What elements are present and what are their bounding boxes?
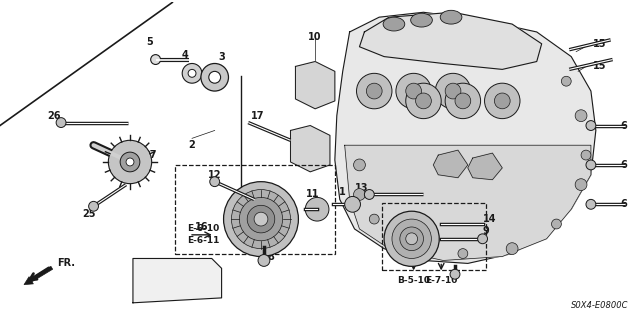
Circle shape xyxy=(258,254,270,266)
Circle shape xyxy=(586,199,596,209)
Circle shape xyxy=(415,93,431,109)
Text: 6: 6 xyxy=(620,160,627,170)
Text: 1: 1 xyxy=(339,188,346,197)
Polygon shape xyxy=(133,259,221,303)
Text: 12: 12 xyxy=(208,170,221,180)
Text: 4: 4 xyxy=(182,50,189,60)
Circle shape xyxy=(408,233,420,245)
Polygon shape xyxy=(360,12,541,69)
Bar xyxy=(175,165,335,253)
Text: 11: 11 xyxy=(307,189,320,199)
Circle shape xyxy=(575,179,587,190)
Circle shape xyxy=(586,121,596,131)
Circle shape xyxy=(561,76,572,86)
Circle shape xyxy=(494,93,510,109)
Polygon shape xyxy=(345,145,591,260)
Text: 6: 6 xyxy=(620,121,627,131)
Circle shape xyxy=(56,118,66,127)
Text: 15: 15 xyxy=(593,61,606,71)
Circle shape xyxy=(477,234,488,244)
Circle shape xyxy=(353,188,365,200)
Text: FR.: FR. xyxy=(57,259,75,268)
Circle shape xyxy=(150,55,161,64)
Text: 10: 10 xyxy=(294,150,307,160)
Circle shape xyxy=(353,159,365,171)
Text: E-7-10: E-7-10 xyxy=(425,276,458,285)
Circle shape xyxy=(247,205,275,233)
Text: E-6-11: E-6-11 xyxy=(187,236,220,245)
Circle shape xyxy=(586,160,596,170)
Polygon shape xyxy=(433,150,468,178)
Circle shape xyxy=(445,83,481,119)
Text: 25: 25 xyxy=(82,209,95,219)
Polygon shape xyxy=(291,125,330,172)
Ellipse shape xyxy=(411,13,433,27)
Circle shape xyxy=(406,233,417,245)
Polygon shape xyxy=(335,12,596,263)
Circle shape xyxy=(232,189,291,249)
Text: S0X4-E0800C: S0X4-E0800C xyxy=(572,301,628,310)
Text: 9: 9 xyxy=(483,226,490,236)
Circle shape xyxy=(575,110,587,122)
Circle shape xyxy=(392,219,431,259)
Circle shape xyxy=(458,249,468,259)
Circle shape xyxy=(210,177,220,187)
Circle shape xyxy=(369,214,379,224)
Polygon shape xyxy=(468,153,502,180)
Text: 10: 10 xyxy=(308,32,322,42)
Text: 15: 15 xyxy=(593,39,606,49)
Circle shape xyxy=(126,158,134,166)
Circle shape xyxy=(88,201,99,211)
Text: 5: 5 xyxy=(147,37,153,47)
Text: 6: 6 xyxy=(620,199,627,209)
Text: E-6-10: E-6-10 xyxy=(187,224,220,233)
Circle shape xyxy=(356,73,392,109)
Circle shape xyxy=(445,83,461,99)
Text: 8: 8 xyxy=(268,252,275,261)
Circle shape xyxy=(384,211,439,266)
Circle shape xyxy=(506,243,518,254)
Text: 27: 27 xyxy=(143,150,156,160)
Text: B-5-10: B-5-10 xyxy=(397,276,430,285)
Circle shape xyxy=(254,212,268,226)
Text: 13: 13 xyxy=(355,183,368,193)
Circle shape xyxy=(406,83,422,99)
Circle shape xyxy=(120,152,140,172)
Circle shape xyxy=(455,93,471,109)
Circle shape xyxy=(345,196,360,212)
Text: 7: 7 xyxy=(452,271,458,281)
Circle shape xyxy=(581,150,591,160)
Text: 3: 3 xyxy=(218,52,225,61)
Text: 2: 2 xyxy=(189,140,195,150)
Circle shape xyxy=(396,73,431,109)
Circle shape xyxy=(552,219,561,229)
Text: 14: 14 xyxy=(483,214,496,224)
Circle shape xyxy=(484,83,520,119)
Circle shape xyxy=(305,197,329,221)
Text: 16: 16 xyxy=(195,222,209,232)
Circle shape xyxy=(364,189,374,199)
Circle shape xyxy=(223,182,298,257)
Circle shape xyxy=(209,71,221,83)
Ellipse shape xyxy=(440,10,462,24)
Circle shape xyxy=(201,63,228,91)
Circle shape xyxy=(406,83,441,119)
Circle shape xyxy=(366,83,382,99)
Polygon shape xyxy=(296,61,335,109)
Circle shape xyxy=(108,140,152,184)
Circle shape xyxy=(450,269,460,279)
Text: 17: 17 xyxy=(252,111,265,121)
Circle shape xyxy=(400,227,424,251)
Circle shape xyxy=(435,73,471,109)
Text: VTEC: VTEC xyxy=(443,37,463,43)
Ellipse shape xyxy=(383,17,404,31)
Circle shape xyxy=(239,197,283,241)
Circle shape xyxy=(182,63,202,83)
Circle shape xyxy=(188,69,196,77)
Bar xyxy=(382,203,486,270)
Text: 26: 26 xyxy=(47,111,61,121)
